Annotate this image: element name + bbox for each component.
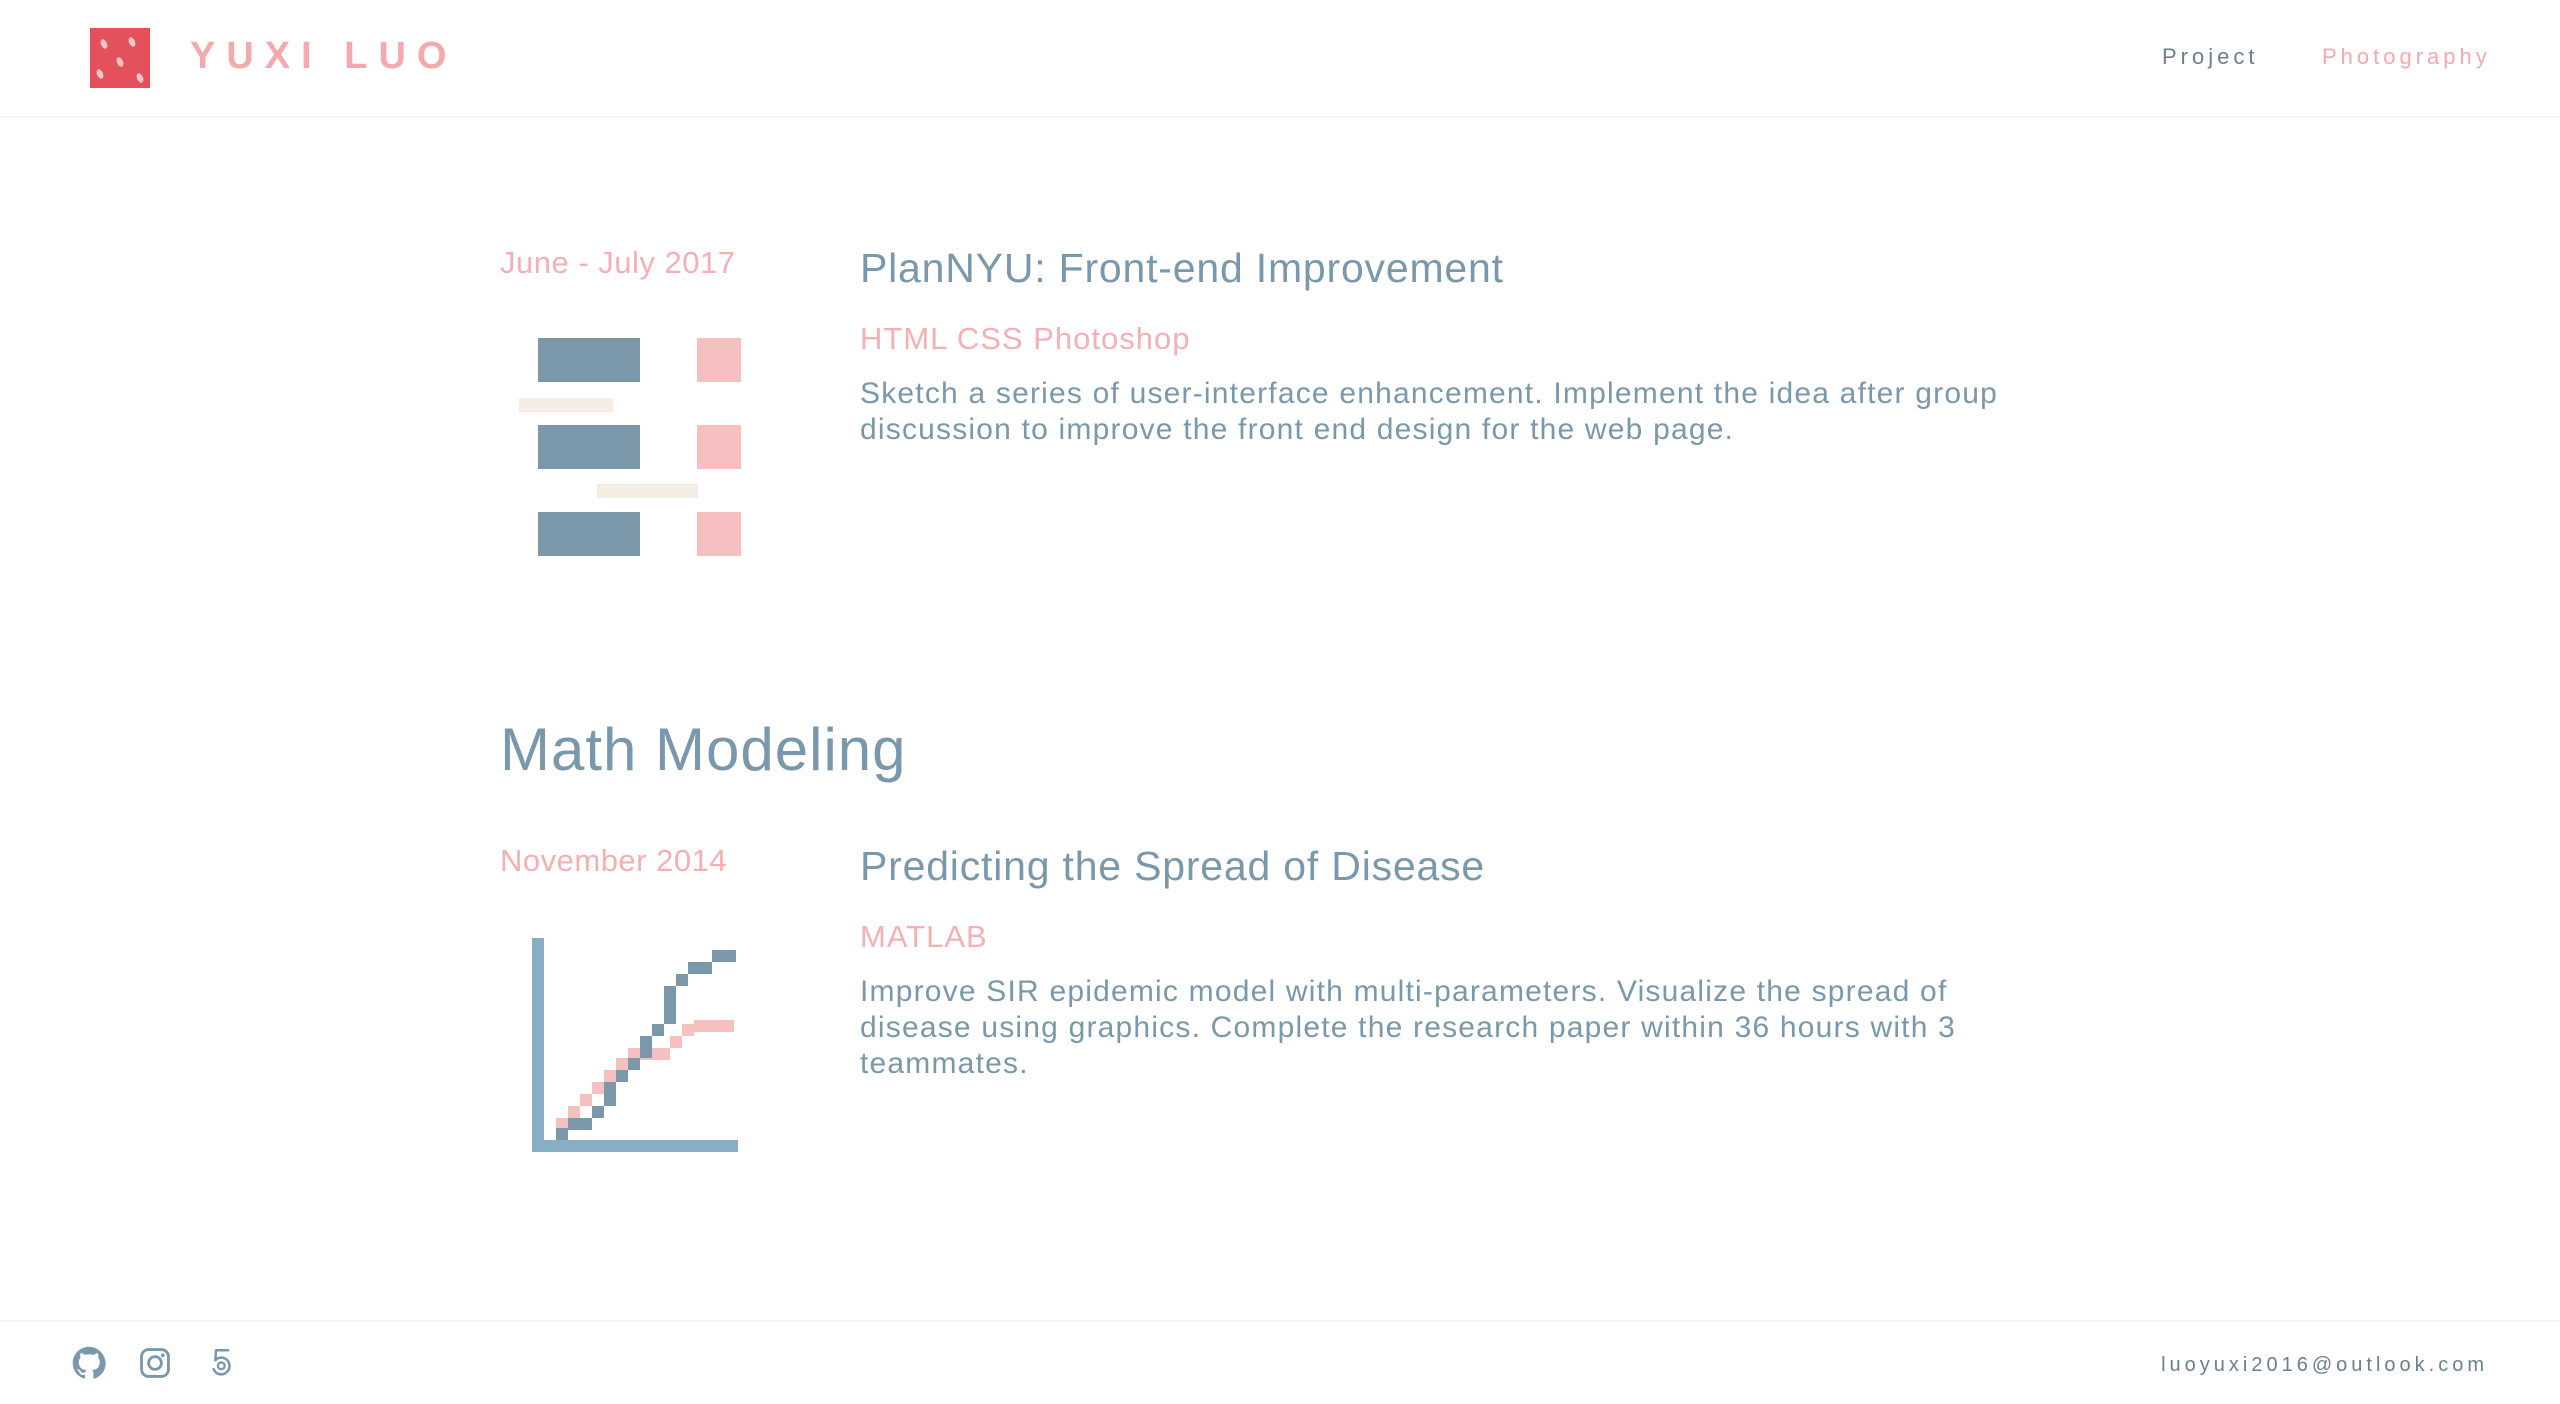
project-description: Improve SIR epidemic model with multi-pa… (860, 975, 1957, 1080)
project-tech: HTML CSS Photoshop (860, 321, 1191, 356)
line-graph-icon (532, 938, 738, 1152)
logo-icon[interactable] (90, 28, 150, 88)
500px-icon[interactable] (204, 1346, 238, 1380)
site-footer: luoyuxi2016@outlook.com (0, 1320, 2560, 1404)
contact-email[interactable]: luoyuxi2016@outlook.com (2161, 1354, 2488, 1376)
project-date: June - July 2017 (500, 245, 736, 280)
nav-project-link[interactable]: Project (2162, 44, 2259, 69)
project-title: Predicting the Spread of Disease (860, 843, 1486, 889)
project-title: PlanNYU: Front-end Improvement (860, 245, 1504, 291)
project-date: November 2014 (500, 843, 728, 878)
github-icon[interactable] (72, 1346, 106, 1380)
site-header: YUXI LUO Project Photography (0, 0, 2560, 118)
project-description: Sketch a series of user-interface enhanc… (860, 377, 1998, 446)
layout-blocks-icon (519, 338, 741, 556)
instagram-icon[interactable] (138, 1346, 172, 1380)
section-title: Math Modeling (500, 716, 907, 783)
site-logo-text[interactable]: YUXI LUO (190, 35, 458, 77)
project-tech: MATLAB (860, 919, 988, 954)
nav-photography-link[interactable]: Photography (2322, 44, 2491, 69)
